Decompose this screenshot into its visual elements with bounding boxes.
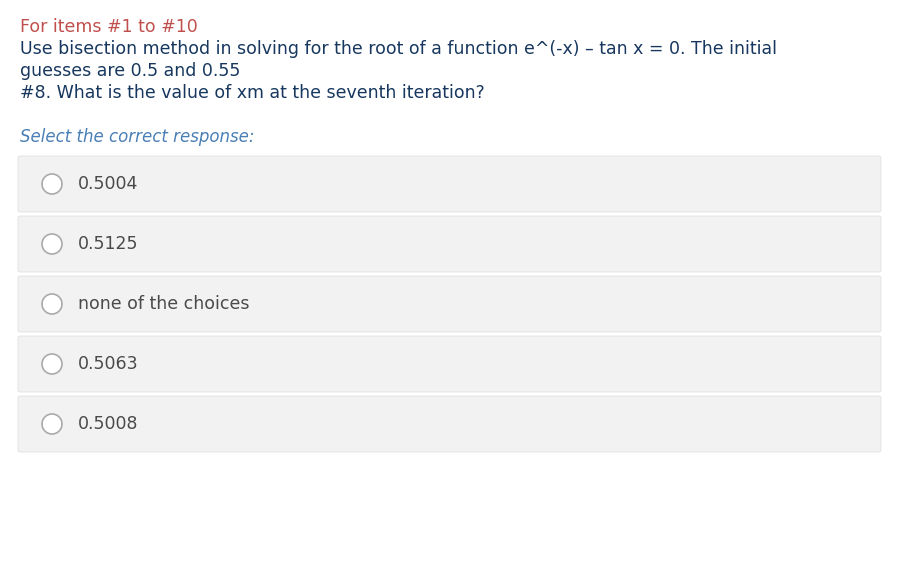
Text: For items #1 to #10: For items #1 to #10 [20, 18, 198, 36]
Text: 0.5008: 0.5008 [78, 415, 138, 433]
FancyBboxPatch shape [18, 276, 881, 332]
FancyBboxPatch shape [18, 396, 881, 452]
Circle shape [42, 294, 62, 314]
Circle shape [42, 414, 62, 434]
Circle shape [42, 234, 62, 254]
Circle shape [42, 354, 62, 374]
FancyBboxPatch shape [18, 156, 881, 212]
Text: Select the correct response:: Select the correct response: [20, 128, 254, 146]
Text: #8. What is the value of xm at the seventh iteration?: #8. What is the value of xm at the seven… [20, 84, 485, 102]
Text: 0.5125: 0.5125 [78, 235, 138, 253]
Text: none of the choices: none of the choices [78, 295, 250, 313]
Circle shape [42, 174, 62, 194]
FancyBboxPatch shape [18, 216, 881, 272]
Text: Use bisection method in solving for the root of a function e^(-x) – tan x = 0. T: Use bisection method in solving for the … [20, 40, 777, 58]
FancyBboxPatch shape [18, 336, 881, 392]
Text: 0.5004: 0.5004 [78, 175, 138, 193]
Text: guesses are 0.5 and 0.55: guesses are 0.5 and 0.55 [20, 62, 240, 80]
Text: 0.5063: 0.5063 [78, 355, 138, 373]
